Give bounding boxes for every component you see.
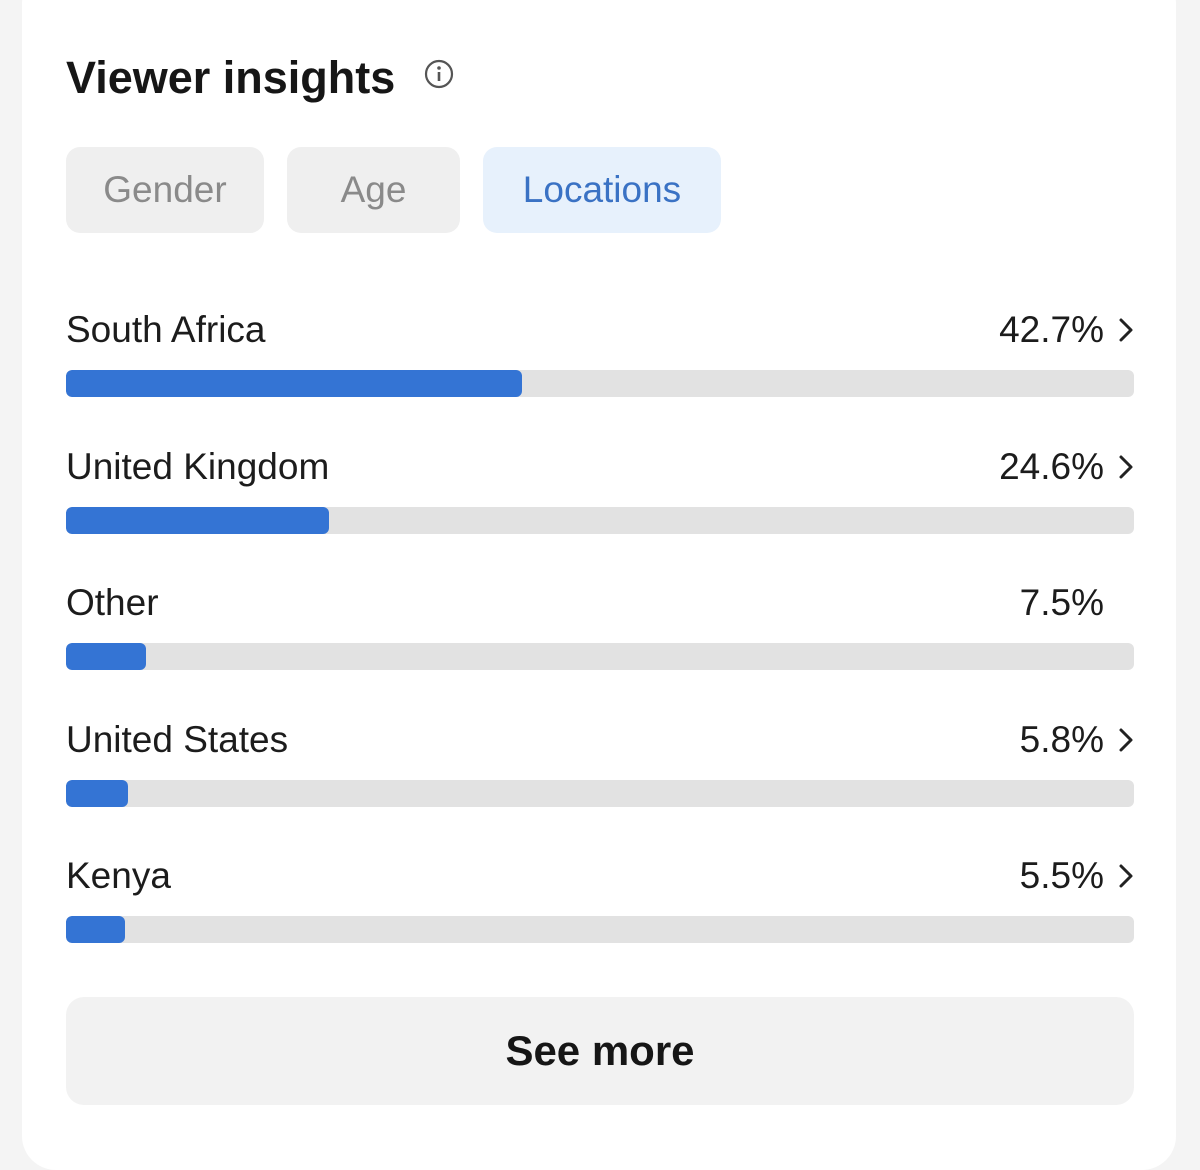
bar-track: [66, 643, 1134, 670]
chevron[interactable]: [1116, 316, 1136, 344]
chevron[interactable]: [1116, 453, 1136, 481]
location-name[interactable]: South Africa: [66, 309, 266, 350]
tab[interactable]: Gender: [66, 147, 264, 233]
bar-track: [66, 779, 1134, 807]
bar: [66, 779, 128, 807]
location-percent[interactable]: 5.5%: [1019, 855, 1104, 896]
location-name[interactable]: United Kingdom: [66, 445, 330, 487]
bar: [66, 370, 523, 397]
location-percent[interactable]: 24.6%: [999, 445, 1104, 487]
bar: [66, 916, 125, 943]
bar: [66, 506, 329, 534]
see-more-button[interactable]: See more: [66, 997, 1134, 1105]
location-name[interactable]: United States: [66, 718, 289, 760]
tab[interactable]: Locations: [483, 147, 721, 233]
location-percent[interactable]: 5.8%: [1019, 718, 1104, 760]
tab[interactable]: Age: [287, 147, 460, 233]
location-percent: 7.5%: [1019, 582, 1104, 623]
bar-track: [66, 916, 1134, 943]
bar-track: [66, 370, 1134, 397]
page: Viewer insights Gender Age Locations South…: [22, 0, 1176, 1170]
bar-track: [66, 506, 1134, 534]
info-icon[interactable]: [424, 59, 454, 89]
location-name[interactable]: Kenya: [66, 855, 171, 896]
bar: [66, 643, 147, 670]
chevron[interactable]: [1116, 862, 1136, 890]
location-percent[interactable]: 42.7%: [999, 309, 1104, 350]
location-name: Other: [66, 582, 159, 623]
chevron[interactable]: [1116, 726, 1136, 754]
title: Viewer insights: [66, 52, 396, 103]
